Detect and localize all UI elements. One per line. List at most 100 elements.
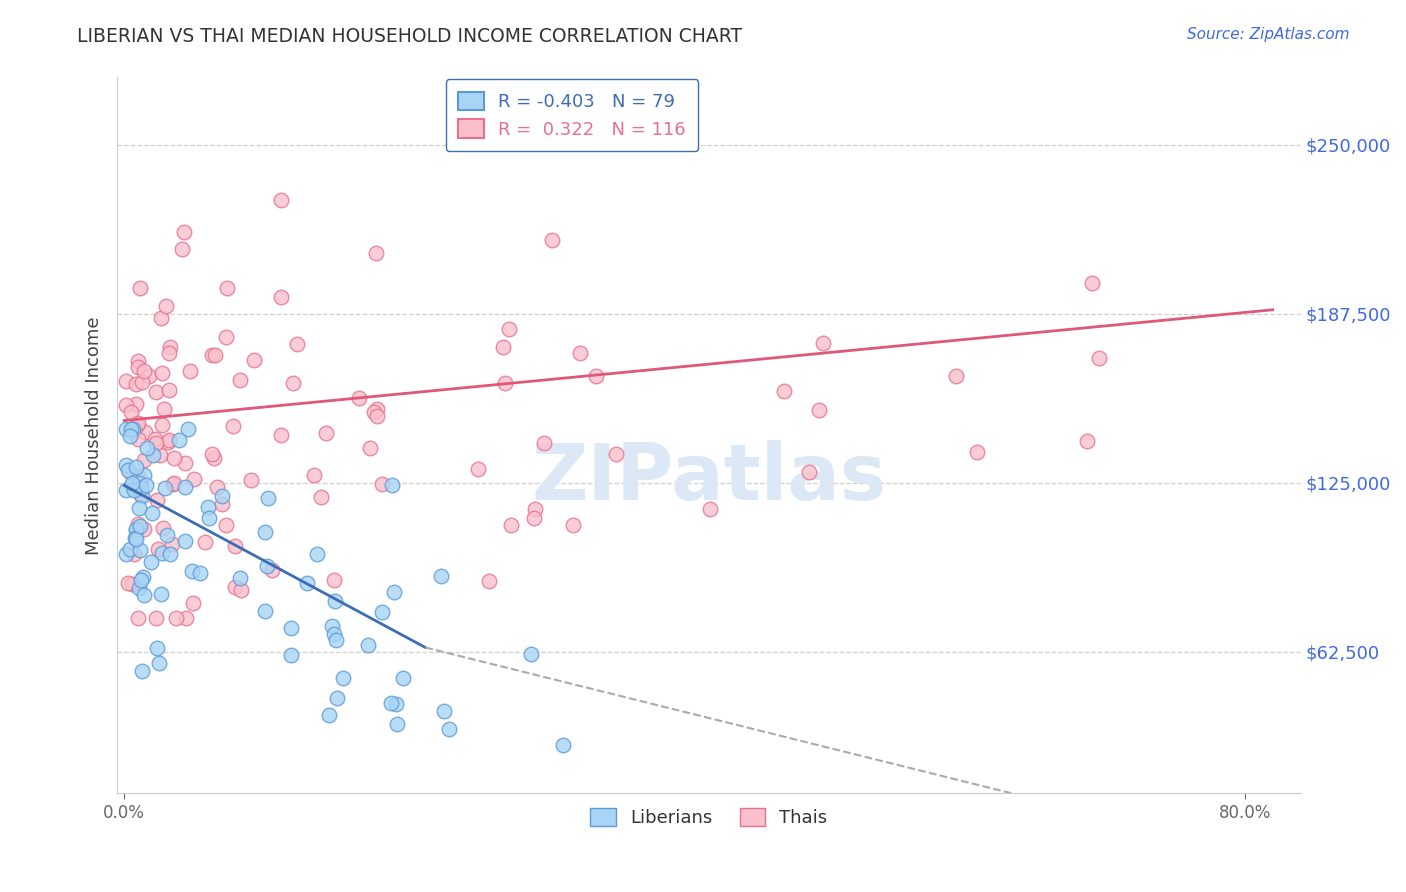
Point [321, 619, 343, 633]
Point [153, 402, 176, 417]
Point [124, 521, 146, 535]
Point [347, 391, 370, 405]
Point [167, 433, 190, 447]
Point [122, 425, 145, 440]
Point [115, 547, 138, 561]
Point [118, 465, 141, 479]
Point [256, 491, 278, 506]
Text: LIBERIAN VS THAI MEDIAN HOUSEHOLD INCOME CORRELATION CHART: LIBERIAN VS THAI MEDIAN HOUSEHOLD INCOME… [77, 27, 742, 45]
Point [281, 376, 304, 391]
Point [323, 627, 346, 641]
Point [145, 436, 167, 450]
Point [297, 575, 319, 590]
Point [127, 432, 149, 446]
Point [523, 510, 546, 524]
Point [131, 664, 153, 678]
Point [242, 352, 264, 367]
Point [370, 477, 392, 491]
Point [114, 398, 136, 412]
Point [129, 475, 152, 490]
Point [165, 611, 187, 625]
Point [120, 541, 142, 556]
Point [309, 490, 332, 504]
Point [128, 475, 150, 490]
Point [229, 373, 252, 387]
Point [1081, 276, 1104, 290]
Point [307, 548, 329, 562]
Point [127, 354, 149, 368]
Point [382, 585, 405, 599]
Point [129, 488, 152, 502]
Point [363, 405, 385, 419]
Point [127, 469, 149, 483]
Point [433, 704, 456, 718]
Point [174, 611, 197, 625]
Point [561, 517, 583, 532]
Point [211, 497, 233, 511]
Point [204, 348, 226, 362]
Point [366, 409, 388, 424]
Point [159, 547, 181, 561]
Point [155, 481, 177, 495]
Legend: Liberians, Thais: Liberians, Thais [583, 801, 835, 834]
Point [125, 524, 148, 538]
Point [808, 403, 831, 417]
Point [201, 447, 224, 461]
Point [492, 340, 515, 354]
Point [152, 418, 174, 433]
Point [256, 558, 278, 573]
Point [605, 447, 627, 461]
Point [797, 465, 820, 479]
Point [163, 450, 186, 465]
Point [160, 537, 183, 551]
Point [280, 648, 302, 662]
Point [194, 535, 217, 549]
Point [145, 493, 167, 508]
Point [125, 377, 148, 392]
Point [201, 348, 224, 362]
Point [115, 458, 138, 472]
Point [498, 321, 520, 335]
Point [142, 448, 165, 462]
Point [326, 691, 349, 706]
Point [215, 281, 238, 295]
Point [260, 563, 283, 577]
Point [155, 528, 177, 542]
Point [149, 310, 172, 325]
Point [127, 416, 149, 430]
Point [156, 435, 179, 450]
Point [202, 451, 225, 466]
Point [533, 436, 555, 450]
Point [115, 422, 138, 436]
Point [127, 470, 149, 484]
Point [162, 476, 184, 491]
Text: ZIPatlas: ZIPatlas [531, 441, 886, 516]
Point [253, 604, 276, 618]
Point [229, 583, 252, 598]
Point [569, 346, 592, 360]
Point [174, 457, 197, 471]
Point [392, 671, 415, 685]
Point [478, 574, 501, 588]
Point [541, 232, 564, 246]
Point [323, 594, 346, 608]
Point [125, 533, 148, 547]
Point [143, 432, 166, 446]
Point [129, 543, 152, 558]
Point [155, 299, 177, 313]
Point [145, 611, 167, 625]
Point [371, 605, 394, 619]
Point [131, 489, 153, 503]
Point [430, 569, 453, 583]
Point [222, 418, 245, 433]
Point [141, 555, 163, 569]
Point [150, 587, 173, 601]
Point [132, 570, 155, 584]
Point [121, 422, 143, 436]
Point [148, 656, 170, 670]
Point [125, 418, 148, 433]
Point [211, 488, 233, 502]
Point [945, 369, 967, 384]
Point [772, 384, 794, 398]
Point [181, 596, 204, 610]
